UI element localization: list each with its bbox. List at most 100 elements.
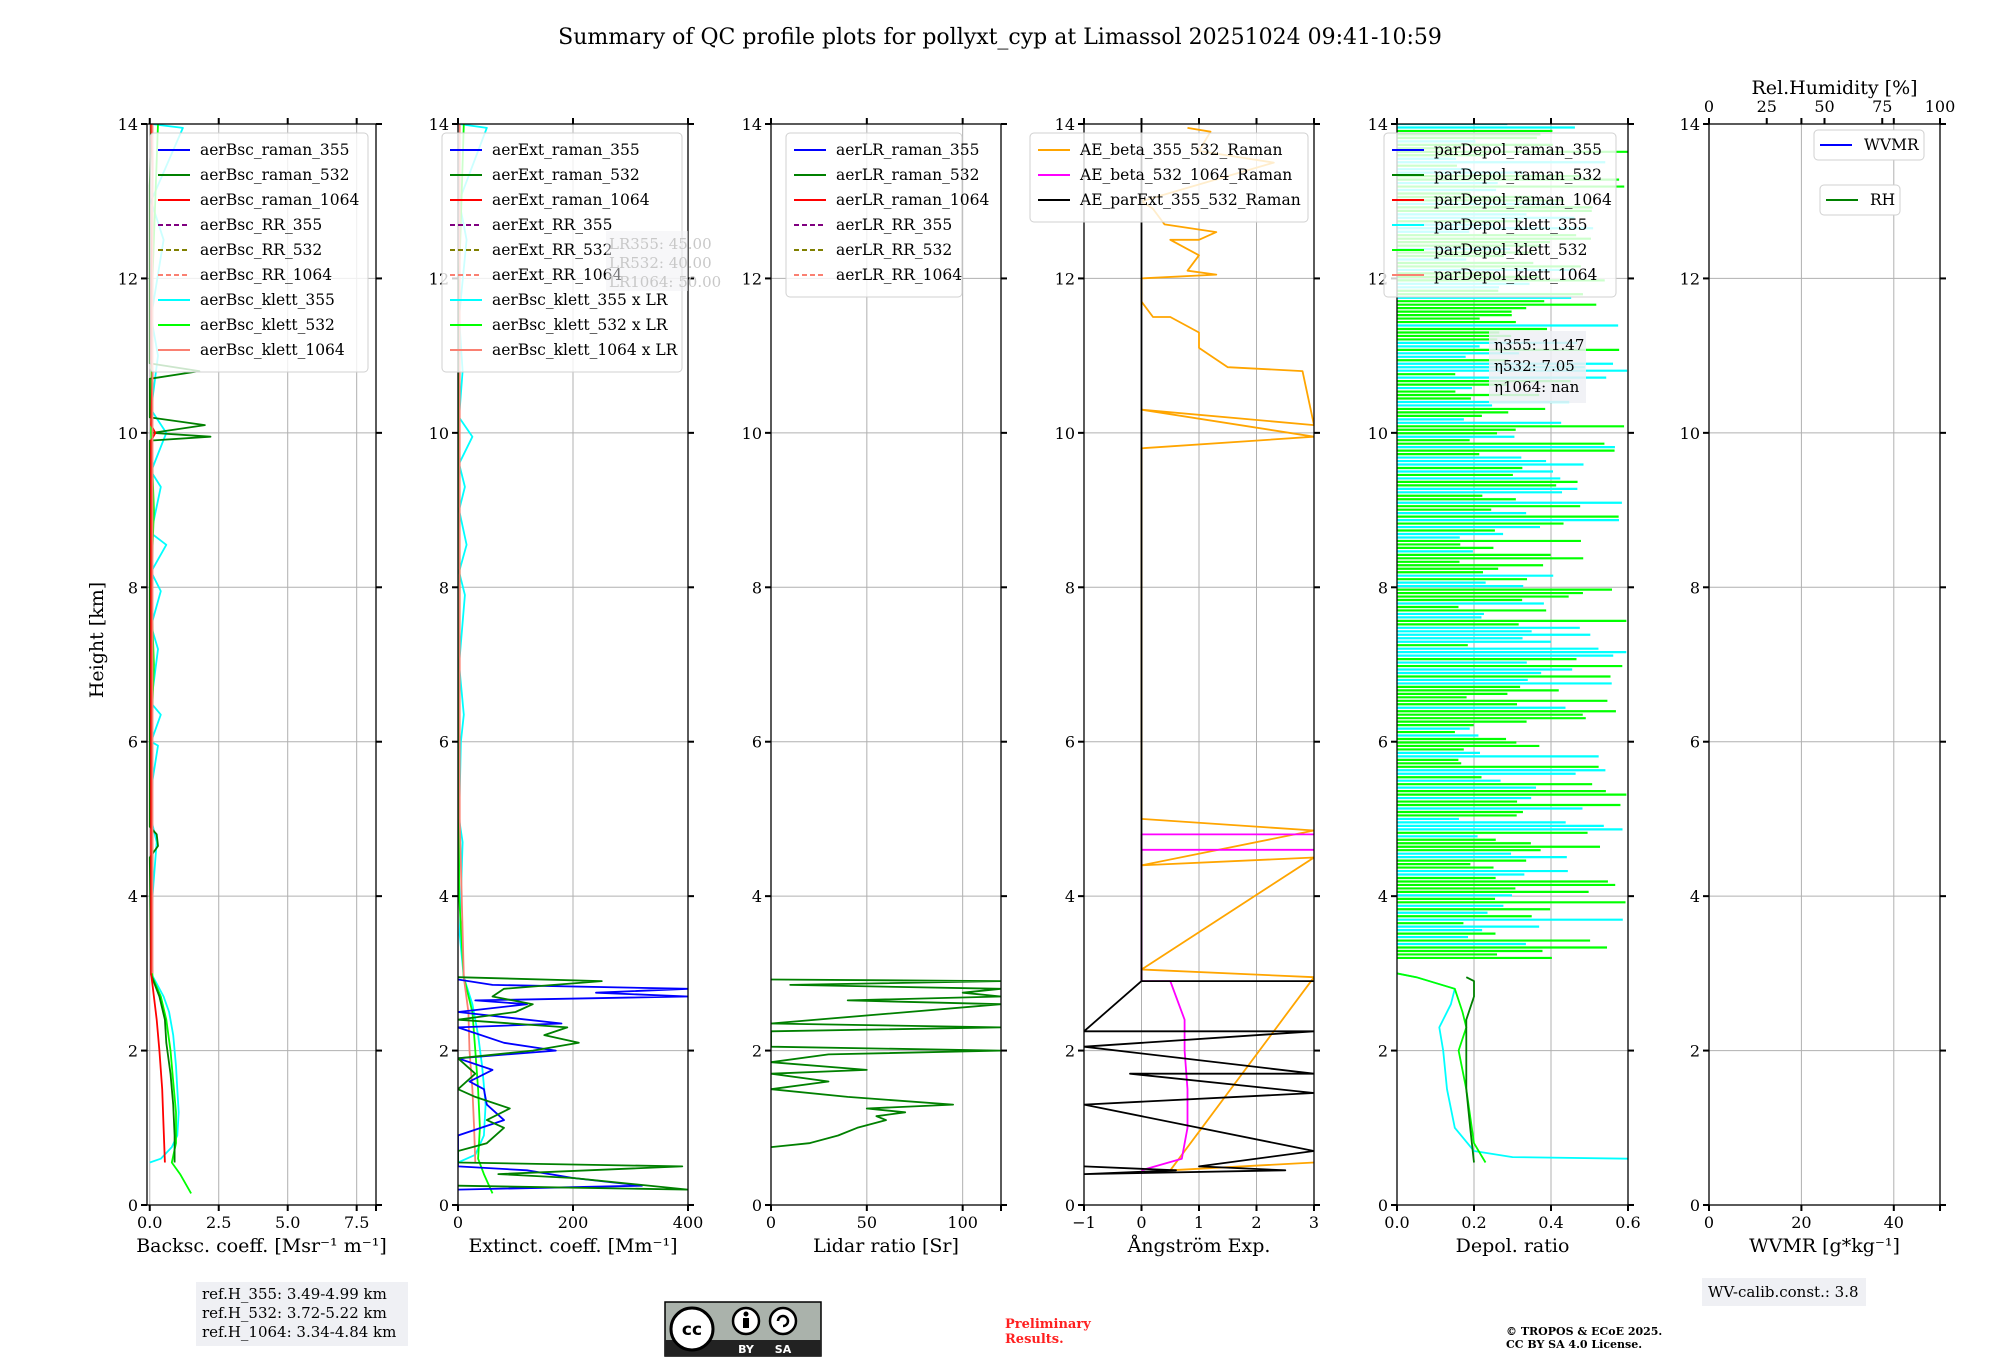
cc-icon xyxy=(669,1306,715,1352)
legend-label: aerBsc_raman_532 xyxy=(200,166,350,184)
y-tick-label: 2 xyxy=(128,1042,138,1061)
x-tick-label: 1 xyxy=(1194,1213,1204,1232)
legend-label: aerLR_RR_532 xyxy=(836,241,952,259)
series-aerbsc-klett-1064-x-lr xyxy=(458,124,477,1163)
series-aerlr-raman-532 xyxy=(771,978,1001,1148)
y-tick-label: 2 xyxy=(1690,1042,1700,1061)
x-tick-label: 0.2 xyxy=(1461,1213,1486,1232)
wv-calib-box: WV-calib.const.: 3.8 xyxy=(1702,1278,1866,1306)
x-tick-label: 0 xyxy=(1136,1213,1146,1232)
secondary-x-tick-label: 25 xyxy=(1757,97,1777,116)
legend-label: parDepol_raman_532 xyxy=(1434,166,1602,184)
y-tick-label: 4 xyxy=(752,887,762,906)
x-tick-label: 0 xyxy=(1704,1213,1714,1232)
y-tick-label: 10 xyxy=(429,424,449,443)
x-tick-label: 2.5 xyxy=(206,1213,231,1232)
plot-area-backscatter xyxy=(148,124,212,1194)
x-tick-label: 0.4 xyxy=(1538,1213,1563,1232)
legend-label: aerBsc_klett_1064 x LR xyxy=(492,341,679,359)
y-tick-label: 8 xyxy=(1690,578,1700,597)
y-tick-label: 6 xyxy=(439,733,449,752)
legend-label: aerLR_RR_1064 xyxy=(836,266,962,284)
legend-label: aerLR_raman_532 xyxy=(836,166,979,184)
y-tick-label: 12 xyxy=(1368,269,1388,288)
x-axis-label: Depol. ratio xyxy=(1456,1235,1570,1257)
y-tick-label: 14 xyxy=(429,115,449,134)
legend-label: parDepol_klett_532 xyxy=(1434,241,1587,259)
series-pardepol-raman-532 xyxy=(1465,976,1475,1163)
x-axis-label: Extinct. coeff. [Mm⁻¹] xyxy=(468,1235,677,1257)
secondary-x-axis-label: Rel.Humidity [%] xyxy=(1751,77,1917,99)
figure-title: Summary of QC profile plots for pollyxt_… xyxy=(558,25,1442,50)
y-axis-label: Height [km] xyxy=(86,582,108,698)
y-tick-label: 8 xyxy=(1378,578,1388,597)
y-tick-label: 10 xyxy=(118,424,138,443)
legend-label: parDepol_klett_355 xyxy=(1434,216,1587,234)
x-tick-label: 0.0 xyxy=(1384,1213,1409,1232)
preliminary-line-2: Results. xyxy=(1005,1332,1064,1347)
y-tick-label: 0 xyxy=(1690,1196,1700,1215)
axes-frame xyxy=(1396,123,1629,1206)
legend-depolarization: parDepol_raman_355 parDepol_raman_532 parD… xyxy=(1383,132,1617,298)
y-tick-label: 12 xyxy=(1055,269,1075,288)
legend-label: aerExt_raman_355 xyxy=(492,141,640,159)
legend-extinction: aerExt_raman_355 aerExt_raman_532 aerExt_r… xyxy=(441,132,683,373)
y-tick-label: 8 xyxy=(752,578,762,597)
ref-height-355: ref.H_355: 3.49-4.99 km xyxy=(202,1285,387,1303)
y-tick-label: 0 xyxy=(1378,1196,1388,1215)
legend-label: aerBsc_klett_532 xyxy=(200,316,335,334)
legend-label: aerBsc_raman_355 xyxy=(200,141,350,159)
y-tick-label: 14 xyxy=(1368,115,1388,134)
y-tick-label: 0 xyxy=(128,1196,138,1215)
x-tick-label: 50 xyxy=(857,1213,877,1232)
x-tick-label: 0.6 xyxy=(1615,1213,1640,1232)
copyright-line-1: © TROPOS & ECoE 2025. xyxy=(1506,1325,1662,1338)
y-tick-label: 8 xyxy=(439,578,449,597)
panel-backscatter: 0 2 4 6 8 10 12 14 0.0 2.5 5.0 7.5 Backsc. coeff. [M… xyxy=(118,115,387,1257)
y-tick-label: 2 xyxy=(752,1042,762,1061)
y-tick-label: 6 xyxy=(1065,733,1075,752)
legend-label: aerBsc_klett_355 x LR xyxy=(492,291,669,309)
by-text: BY xyxy=(738,1343,755,1356)
eta-note: η1064: nan xyxy=(1494,378,1580,396)
x-tick-label: −1 xyxy=(1072,1213,1096,1232)
ref-height-1064: ref.H_1064: 3.34-4.84 km xyxy=(202,1323,396,1341)
legend-label: aerBsc_klett_355 xyxy=(200,291,335,309)
ref-height-532: ref.H_532: 3.72-5.22 km xyxy=(202,1304,387,1322)
x-tick-label: 0 xyxy=(453,1213,463,1232)
y-tick-label: 10 xyxy=(742,424,762,443)
axes-frame xyxy=(146,123,377,1206)
legend-lidar_ratio: aerLR_raman_355 aerLR_raman_532 aerLR_rama… xyxy=(785,132,989,298)
legend-label: AE_beta_355_532_Raman xyxy=(1079,141,1282,159)
legend-label: parDepol_raman_1064 xyxy=(1434,191,1612,209)
y-tick-label: 4 xyxy=(1065,887,1075,906)
x-axis-label: WVMR [g*kg⁻¹] xyxy=(1749,1235,1900,1257)
y-tick-label: 14 xyxy=(1680,115,1700,134)
y-tick-label: 10 xyxy=(1055,424,1075,443)
y-tick-label: 6 xyxy=(1690,733,1700,752)
y-tick-label: 0 xyxy=(439,1196,449,1215)
legend-label: aerLR_RR_355 xyxy=(836,216,952,234)
y-tick-label: 4 xyxy=(1378,887,1388,906)
legend-label: AE_parExt_355_532_Raman xyxy=(1079,191,1301,209)
y-tick-label: 8 xyxy=(128,578,138,597)
legend-label: aerBsc_RR_532 xyxy=(200,241,322,259)
legend-wvmr: WVMR xyxy=(1813,129,1925,161)
axes-frame xyxy=(770,123,1002,1206)
y-tick-label: 2 xyxy=(1065,1042,1075,1061)
panel-depolarization: 0 2 4 6 8 10 12 14 0.0 0.2 0.4 0.6 Depol. ratio parDe… xyxy=(1368,115,1641,1257)
sa-text: SA xyxy=(775,1343,792,1356)
legend-label: aerLR_raman_355 xyxy=(836,141,979,159)
secondary-x-tick-label: 0 xyxy=(1704,97,1714,116)
annotation-depolarization: η355: 11.47 η532: 7.05 η1064: nan xyxy=(1489,331,1586,403)
ref-heights-box: ref.H_355: 3.49-4.99 km ref.H_532: 3.72-… xyxy=(196,1282,408,1346)
legend-label: aerBsc_klett_532 x LR xyxy=(492,316,669,334)
y-tick-label: 12 xyxy=(742,269,762,288)
secondary-x-tick-label: 100 xyxy=(1925,97,1956,116)
y-tick-label: 14 xyxy=(118,115,138,134)
